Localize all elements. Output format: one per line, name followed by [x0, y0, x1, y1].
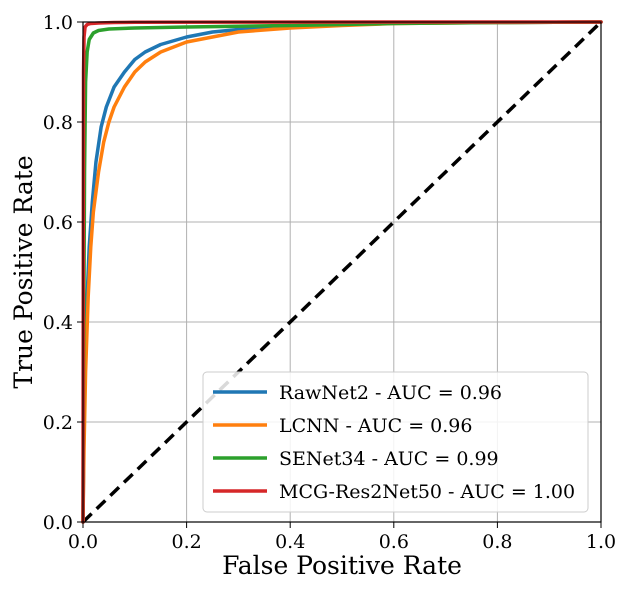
- x-tick-label: 0.6: [379, 531, 409, 553]
- legend-box: [202, 371, 589, 513]
- x-axis-title: False Positive Rate: [222, 551, 462, 580]
- x-tick-label: 0.0: [68, 531, 98, 553]
- y-tick-label: 1.0: [43, 12, 73, 34]
- x-tick-label: 1.0: [586, 531, 616, 553]
- y-tick-label: 0.2: [43, 412, 73, 434]
- y-tick-label: 0.4: [43, 312, 73, 334]
- y-axis-title: True Positive Rate: [9, 155, 38, 388]
- x-tick-label: 0.2: [171, 531, 201, 553]
- legend-label: MCG-Res2Net50 - AUC = 1.00: [279, 481, 575, 503]
- y-tick-label: 0.6: [43, 212, 73, 234]
- legend-label: RawNet2 - AUC = 0.96: [279, 382, 502, 404]
- tick-layer: 0.0 0.2 0.4 0.6 0.8 1.0 0.0 0.2 0.4 0.6 0.8 1.0: [43, 12, 616, 553]
- reference-line-layer: [81, 20, 603, 524]
- legend-label: SENet34 - AUC = 0.99: [279, 448, 499, 470]
- y-tick-label: 0.0: [43, 512, 73, 534]
- legend-label: LCNN - AUC = 0.96: [279, 415, 472, 437]
- x-tick-label: 0.4: [275, 531, 305, 553]
- y-tick-label: 0.8: [43, 112, 73, 134]
- plot-frame: [82, 21, 602, 523]
- chance-diagonal-line: [81, 20, 603, 524]
- legend: RawNet2 - AUC = 0.96 LCNN - AUC = 0.96 SEN…: [202, 371, 589, 513]
- x-tick-label: 0.8: [482, 531, 512, 553]
